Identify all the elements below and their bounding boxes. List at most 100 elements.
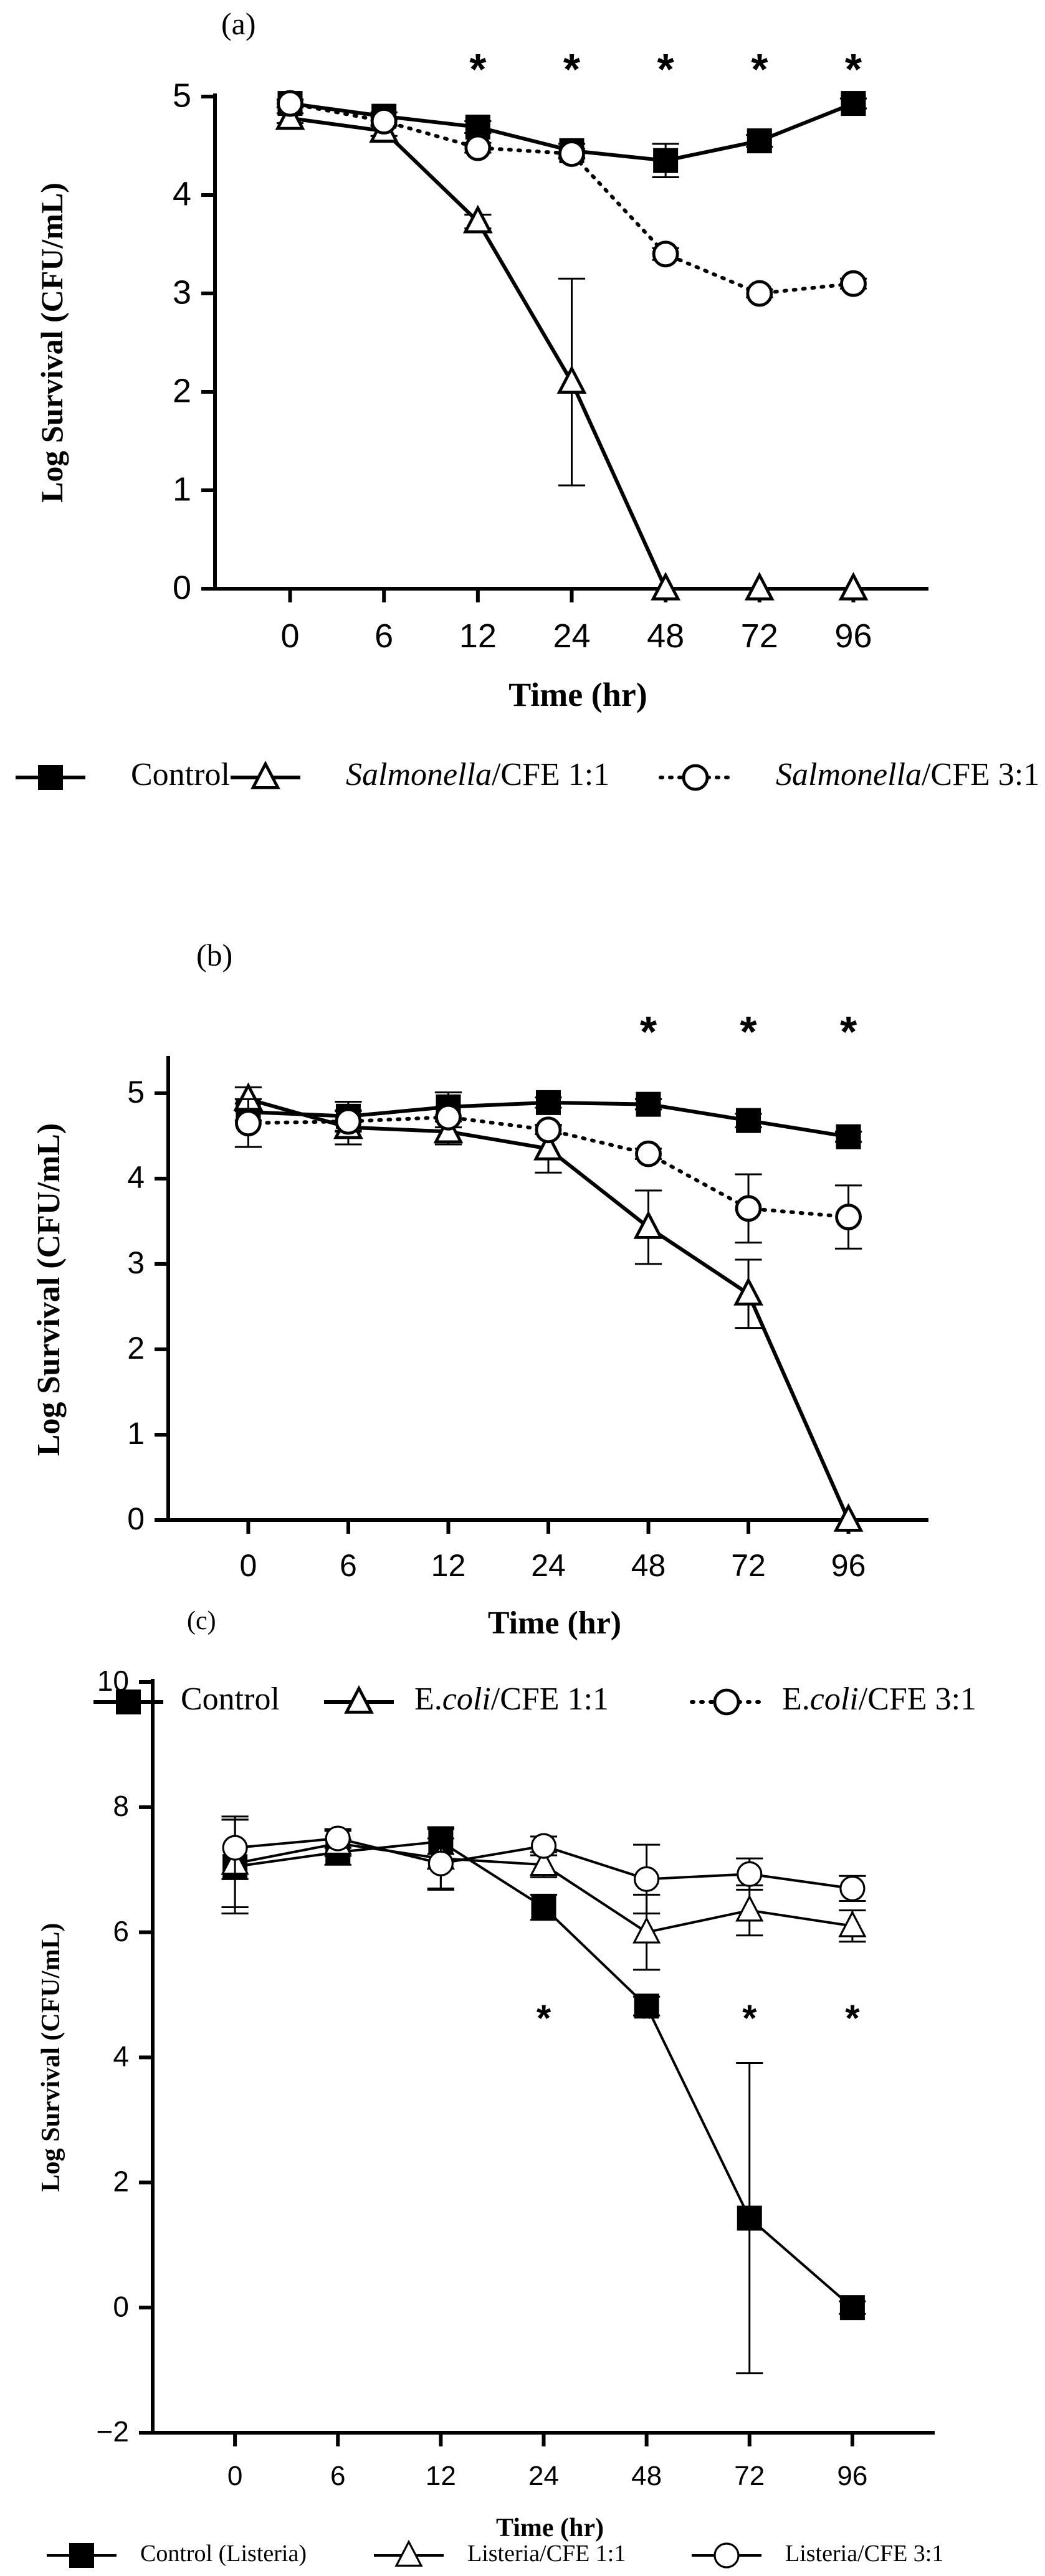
y-tick-label: 2 xyxy=(173,372,191,409)
y-axis-title-c: Log Survival (CFU/mL) xyxy=(37,1923,65,2192)
legend-label-cfe-3-1: E.coli/CFE 3:1 xyxy=(782,1681,976,1717)
marker-square xyxy=(38,765,63,790)
x-tick-label: 96 xyxy=(837,2461,867,2491)
marker-square xyxy=(69,2543,94,2568)
significance-star: * xyxy=(537,1997,551,2039)
marker-circle xyxy=(558,140,585,168)
legend-label-cfe-1-1: E.coli/CFE 1:1 xyxy=(414,1681,609,1717)
x-tick-label: 6 xyxy=(340,1548,357,1583)
y-tick-label: 2 xyxy=(113,2165,129,2197)
y-tick-label: 4 xyxy=(173,175,191,212)
marker-circle xyxy=(713,2542,740,2569)
marker-square xyxy=(836,1124,861,1149)
y-tick-label: 0 xyxy=(113,2290,129,2322)
x-tick-label: 48 xyxy=(631,2461,662,2491)
x-tick-label: 24 xyxy=(553,617,590,655)
marker-circle xyxy=(235,1110,262,1137)
marker-square xyxy=(737,2205,762,2231)
series-e-coli-cfe-1-1 xyxy=(233,1082,864,1532)
x-tick-label: 12 xyxy=(431,1548,466,1583)
y-tick-label: 8 xyxy=(113,1790,129,1822)
marker-triangle xyxy=(735,1894,764,1922)
marker-circle xyxy=(839,1875,866,1901)
significance-star: * xyxy=(845,45,862,93)
marker-triangle xyxy=(838,571,869,601)
legend-label-control: Control xyxy=(131,757,230,792)
x-tick-labels-c: 0 6 12 24 48 72 96 xyxy=(227,2461,868,2491)
y-tick-label: 5 xyxy=(173,77,191,114)
legend-b: Control E.coli/CFE 1:1 E.coli/CFE 3:1 xyxy=(93,1681,976,1717)
x-tick-label: 0 xyxy=(281,617,300,655)
marker-triangle xyxy=(632,1916,661,1944)
y-tick-label: 3 xyxy=(173,273,191,311)
marker-triangle xyxy=(651,571,681,601)
x-axis-title-a: Time (hr) xyxy=(508,676,647,713)
series-salmonella-cfe-1-1 xyxy=(275,101,869,601)
significance-markers-a: * * * * * xyxy=(469,45,862,93)
y-tick-label: 0 xyxy=(127,1501,145,1536)
significance-star: * xyxy=(845,1997,860,2039)
marker-triangle xyxy=(838,1910,867,1937)
marker-circle xyxy=(222,1835,248,1861)
y-tick-label: −2 xyxy=(97,2415,129,2448)
legend-label-cfe-1-1: Salmonella/CFE 1:1 xyxy=(346,757,609,792)
marker-circle xyxy=(277,90,303,117)
significance-star: * xyxy=(563,45,581,93)
y-tick-label: 0 xyxy=(173,569,191,606)
x-tick-labels-a: 0 6 12 24 48 72 96 xyxy=(281,617,872,655)
marker-square xyxy=(653,148,679,173)
significance-star: * xyxy=(640,1007,657,1056)
x-tick-label: 6 xyxy=(330,2461,345,2491)
marker-square xyxy=(634,1994,659,2019)
legend-label-cfe-3-1: Salmonella/CFE 3:1 xyxy=(776,757,1039,792)
y-axis-title-b: Log Survival (CFU/mL) xyxy=(31,1123,67,1456)
marker-circle xyxy=(635,1140,662,1167)
significance-star: * xyxy=(469,45,487,93)
y-tick-label: 6 xyxy=(113,1915,129,1947)
x-tick-label: 24 xyxy=(531,1548,566,1583)
marker-square xyxy=(116,1690,141,1714)
marker-circle xyxy=(370,108,398,135)
x-tick-label: 72 xyxy=(741,617,778,655)
legend-c: Control (Listeria) Listeria/CFE 1:1 List… xyxy=(47,2539,943,2569)
significance-star: * xyxy=(657,45,675,93)
x-tick-label: 48 xyxy=(631,1548,666,1583)
marker-triangle xyxy=(344,1685,374,1714)
x-tick-labels-b: 0 6 12 24 48 72 96 xyxy=(240,1548,866,1583)
significance-star: * xyxy=(751,45,768,93)
x-tick-label: 96 xyxy=(834,617,872,655)
significance-star: * xyxy=(840,1007,857,1056)
marker-triangle xyxy=(251,760,280,789)
marker-square xyxy=(747,128,772,154)
significance-markers-c: * * * * xyxy=(537,1997,860,2039)
x-axis-title-c: Time (hr) xyxy=(496,2514,604,2542)
series-listeria-cfe-3-1 xyxy=(221,1815,866,1915)
y-tick-label: 5 xyxy=(127,1075,145,1110)
marker-square xyxy=(536,1090,561,1115)
marker-circle xyxy=(335,1108,362,1135)
y-tick-label: 10 xyxy=(97,1665,129,1697)
y-tick-label: 4 xyxy=(113,2040,129,2073)
marker-triangle xyxy=(533,1131,563,1161)
x-tick-label: 12 xyxy=(459,617,497,655)
x-tick-label: 48 xyxy=(647,617,684,655)
legend-label-control: Control xyxy=(181,1681,280,1717)
marker-square xyxy=(736,1108,761,1133)
marker-circle xyxy=(325,1825,351,1851)
marker-circle xyxy=(746,280,773,307)
marker-circle xyxy=(713,1688,740,1716)
marker-triangle xyxy=(462,204,493,234)
x-tick-label: 96 xyxy=(831,1548,866,1583)
chart-panel-a: (a) Log Survival (CFU/mL) Time (hr) 0 6 … xyxy=(16,6,1039,792)
x-tick-label: 12 xyxy=(426,2461,456,2491)
significance-star: * xyxy=(742,1997,757,2039)
marker-circle xyxy=(682,764,709,791)
chart-panel-c: (c) Log Survival (CFU/mL) Time (hr) 0 6 … xyxy=(37,1607,943,2569)
x-tick-label: 0 xyxy=(240,1548,257,1583)
marker-circle xyxy=(840,270,867,297)
marker-circle xyxy=(535,1116,562,1144)
y-tick-label: 4 xyxy=(127,1160,145,1195)
panel-label-c: (c) xyxy=(187,1607,216,1635)
marker-triangle xyxy=(833,1503,864,1532)
